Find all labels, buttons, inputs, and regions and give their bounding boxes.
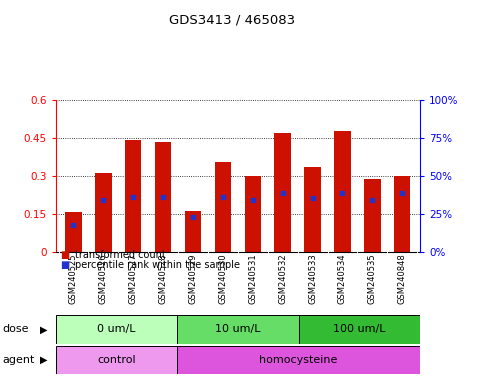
Text: GSM240529: GSM240529 bbox=[188, 253, 198, 304]
Bar bbox=[95, 173, 112, 252]
Text: 0 um/L: 0 um/L bbox=[97, 324, 136, 334]
Bar bbox=[155, 142, 171, 252]
Text: GSM240525: GSM240525 bbox=[69, 253, 78, 304]
Bar bbox=[177, 346, 420, 374]
Text: percentile rank within the sample: percentile rank within the sample bbox=[75, 260, 240, 270]
Text: GSM240530: GSM240530 bbox=[218, 253, 227, 304]
Text: GSM240532: GSM240532 bbox=[278, 253, 287, 304]
Text: control: control bbox=[97, 355, 136, 365]
Bar bbox=[394, 176, 411, 252]
Bar bbox=[185, 211, 201, 252]
Text: 100 um/L: 100 um/L bbox=[333, 324, 386, 334]
Text: GSM240531: GSM240531 bbox=[248, 253, 257, 304]
Text: GSM240848: GSM240848 bbox=[398, 253, 407, 304]
Bar bbox=[65, 212, 82, 252]
Bar bbox=[304, 167, 321, 252]
Text: 10 um/L: 10 um/L bbox=[215, 324, 261, 334]
Text: ■: ■ bbox=[60, 250, 70, 260]
Text: agent: agent bbox=[2, 355, 35, 365]
Bar bbox=[298, 315, 420, 344]
Text: transformed count: transformed count bbox=[75, 250, 166, 260]
Bar bbox=[215, 162, 231, 252]
Text: ▶: ▶ bbox=[40, 324, 47, 334]
Text: GSM240527: GSM240527 bbox=[129, 253, 138, 304]
Text: ■: ■ bbox=[60, 260, 70, 270]
Bar bbox=[56, 315, 177, 344]
Text: ▶: ▶ bbox=[40, 355, 47, 365]
Bar bbox=[244, 176, 261, 252]
Text: GSM240534: GSM240534 bbox=[338, 253, 347, 304]
Text: GSM240535: GSM240535 bbox=[368, 253, 377, 304]
Bar bbox=[274, 133, 291, 252]
Text: GSM240528: GSM240528 bbox=[158, 253, 168, 304]
Text: homocysteine: homocysteine bbox=[259, 355, 338, 365]
Text: GSM240526: GSM240526 bbox=[99, 253, 108, 304]
Text: GDS3413 / 465083: GDS3413 / 465083 bbox=[169, 13, 295, 26]
Bar bbox=[364, 179, 381, 252]
Bar bbox=[177, 315, 298, 344]
Text: dose: dose bbox=[2, 324, 29, 334]
Bar bbox=[334, 131, 351, 252]
Bar bbox=[56, 346, 177, 374]
Text: GSM240533: GSM240533 bbox=[308, 253, 317, 304]
Bar bbox=[125, 140, 142, 252]
